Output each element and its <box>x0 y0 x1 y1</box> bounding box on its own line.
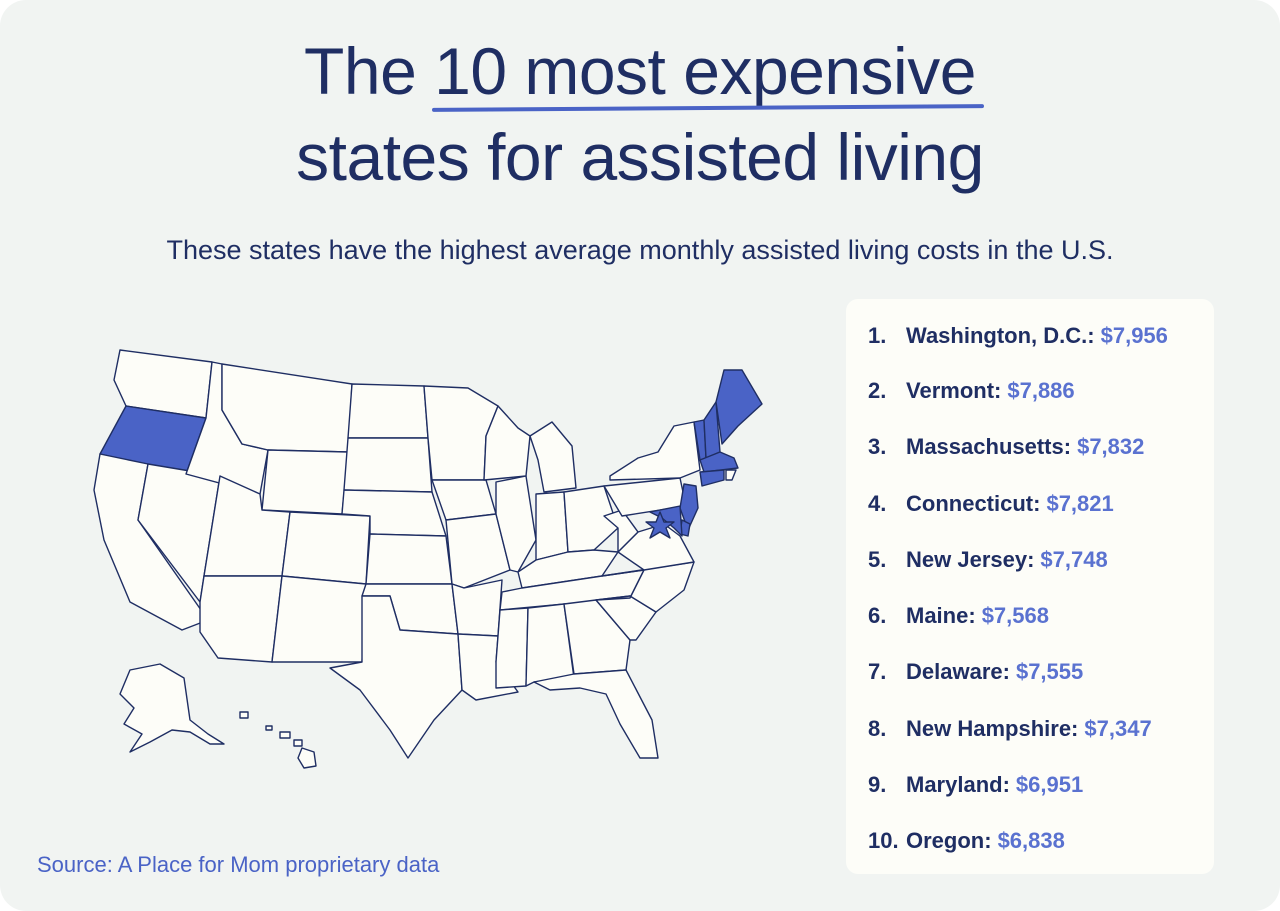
rank-cost: $6,951 <box>1015 772 1084 797</box>
us-map-svg <box>93 349 763 769</box>
rank-cost: $7,748 <box>1040 547 1108 572</box>
rank-state: Connecticut: <box>906 491 1041 516</box>
rank-number: 2. <box>868 378 887 403</box>
state-colorado <box>281 511 371 585</box>
state-montana <box>221 363 353 453</box>
rank-number: 10. <box>868 828 899 853</box>
state-mississippi <box>495 607 529 689</box>
rank-state: Washington, D.C.: <box>906 323 1095 348</box>
source-note: Source: A Place for Mom proprietary data <box>37 852 440 877</box>
rank-cost: $7,886 <box>1007 378 1075 403</box>
state-connecticut <box>699 469 725 487</box>
ranking-item: 1. Washington, D.C.: $7,956 <box>868 319 1168 353</box>
rank-number: 7. <box>868 659 887 684</box>
ranking-item: 3. Massachusetts: $7,832 <box>868 430 1144 464</box>
rank-number: 9. <box>868 772 887 797</box>
rank-state: Massachusetts: <box>906 434 1072 459</box>
rank-state: Oregon: <box>906 828 992 853</box>
state-wyoming <box>261 449 349 515</box>
rank-state: Maryland: <box>906 772 1010 797</box>
rank-cost: $7,568 <box>981 603 1049 628</box>
state-hawaii <box>239 711 317 769</box>
state-south-dakota <box>343 437 433 493</box>
rank-state: Maine: <box>906 603 976 628</box>
page-title: The 10 most expensive states for assiste… <box>0 28 1280 200</box>
rank-state: New Hampshire: <box>906 716 1079 741</box>
rank-cost: $7,832 <box>1077 434 1145 459</box>
title-line-2: states for assisted living <box>296 120 984 194</box>
ranking-item: 9. Maryland: $6,951 <box>868 768 1083 802</box>
state-ohio <box>563 485 619 553</box>
state-georgia <box>563 599 631 675</box>
ranking-item: 10. Oregon: $6,838 <box>868 824 1065 858</box>
rank-state: Vermont: <box>906 378 1002 403</box>
rank-cost: $7,956 <box>1100 323 1168 348</box>
rank-number: 3. <box>868 434 887 459</box>
rank-number: 5. <box>868 547 887 572</box>
rank-number: 8. <box>868 716 887 741</box>
state-new-mexico <box>271 575 367 663</box>
ranking-list: 1. Washington, D.C.: $7,956 2. Vermont: $7,8… <box>846 299 1214 874</box>
rank-number: 1. <box>868 323 887 348</box>
ranking-item: 6. Maine: $7,568 <box>868 599 1049 633</box>
state-north-dakota <box>347 383 429 439</box>
state-massachusetts <box>699 451 739 473</box>
state-texas <box>329 595 463 759</box>
ranking-item: 8. New Hampshire: $7,347 <box>868 712 1152 746</box>
state-indiana <box>535 491 569 561</box>
state-maine <box>715 369 763 445</box>
state-new-jersey <box>679 483 699 531</box>
state-washington-dc <box>645 511 675 539</box>
title-prefix: The <box>304 34 417 108</box>
rank-state: Delaware: <box>906 659 1010 684</box>
rank-cost: $7,821 <box>1046 491 1114 516</box>
title-highlight: 10 most expensive <box>434 28 976 114</box>
rank-cost: $7,555 <box>1015 659 1084 684</box>
rank-number: 6. <box>868 603 887 628</box>
state-rhode-island <box>725 469 737 481</box>
rank-cost: $6,838 <box>997 828 1065 853</box>
rank-state: New Jersey: <box>906 547 1035 572</box>
state-arizona <box>199 575 283 663</box>
state-alaska <box>119 663 225 753</box>
state-north-carolina <box>595 561 695 613</box>
ranking-item: 2. Vermont: $7,886 <box>868 374 1075 408</box>
state-kansas <box>365 533 453 585</box>
state-michigan <box>529 421 577 493</box>
title-line-1: The 10 most expensive <box>0 28 1280 114</box>
rank-cost: $7,347 <box>1084 716 1152 741</box>
state-new-york <box>609 421 701 481</box>
ranking-item: 4. Connecticut: $7,821 <box>868 487 1114 521</box>
state-iowa <box>431 479 497 521</box>
us-map <box>90 340 780 780</box>
ranking-item: 7. Delaware: $7,555 <box>868 655 1083 689</box>
state-arkansas <box>451 579 503 637</box>
state-missouri <box>445 513 511 589</box>
state-florida <box>533 669 659 759</box>
rank-number: 4. <box>868 491 887 516</box>
subtitle: These states have the highest average mo… <box>166 235 1114 265</box>
ranking-item: 5. New Jersey: $7,748 <box>868 543 1108 577</box>
